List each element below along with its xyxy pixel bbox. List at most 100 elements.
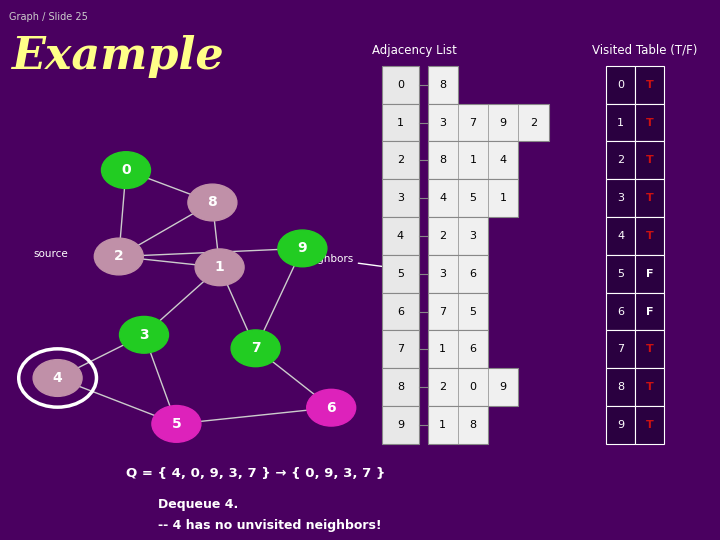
Text: 8: 8 bbox=[439, 156, 446, 165]
Bar bbox=[635, 104, 664, 141]
Text: 9: 9 bbox=[500, 118, 507, 127]
Bar bbox=[635, 66, 664, 104]
Text: 8: 8 bbox=[617, 382, 624, 392]
Text: 9: 9 bbox=[500, 382, 507, 392]
Bar bbox=[635, 179, 664, 217]
Text: 1: 1 bbox=[215, 260, 225, 274]
Bar bbox=[382, 406, 419, 444]
Text: T: T bbox=[646, 420, 653, 430]
Bar bbox=[428, 217, 488, 255]
Text: 1: 1 bbox=[469, 156, 477, 165]
Text: 5: 5 bbox=[617, 269, 624, 279]
Bar bbox=[382, 368, 419, 406]
Bar bbox=[382, 255, 419, 293]
Text: 6: 6 bbox=[469, 345, 477, 354]
Bar bbox=[428, 368, 518, 406]
Text: 0: 0 bbox=[121, 163, 131, 177]
Text: 4: 4 bbox=[500, 156, 507, 165]
Bar bbox=[606, 66, 635, 104]
Bar bbox=[428, 255, 488, 293]
Bar bbox=[382, 330, 419, 368]
Text: 1: 1 bbox=[500, 193, 507, 203]
Text: T: T bbox=[646, 80, 653, 90]
Bar bbox=[606, 179, 635, 217]
Text: 3: 3 bbox=[439, 269, 446, 279]
Circle shape bbox=[278, 230, 327, 267]
Text: 2: 2 bbox=[114, 249, 124, 264]
Bar bbox=[428, 141, 518, 179]
Circle shape bbox=[120, 316, 168, 353]
Bar bbox=[428, 406, 488, 444]
Text: 7: 7 bbox=[251, 341, 261, 355]
Text: 9: 9 bbox=[297, 241, 307, 255]
Text: 2: 2 bbox=[617, 156, 624, 165]
Text: Adjacency List: Adjacency List bbox=[372, 44, 456, 57]
Bar bbox=[382, 66, 419, 104]
Text: 6: 6 bbox=[469, 269, 477, 279]
Text: T: T bbox=[646, 118, 653, 127]
Text: 1: 1 bbox=[617, 118, 624, 127]
Text: 4: 4 bbox=[53, 371, 63, 385]
Text: 7: 7 bbox=[469, 118, 477, 127]
Text: 9: 9 bbox=[397, 420, 404, 430]
Bar bbox=[606, 255, 635, 293]
Text: 6: 6 bbox=[617, 307, 624, 316]
Bar bbox=[635, 293, 664, 330]
Bar bbox=[382, 104, 419, 141]
Bar bbox=[428, 293, 488, 330]
Text: 7: 7 bbox=[439, 307, 446, 316]
Text: 1: 1 bbox=[397, 118, 404, 127]
Bar bbox=[635, 330, 664, 368]
Text: T: T bbox=[646, 382, 653, 392]
Bar bbox=[635, 406, 664, 444]
Text: 2: 2 bbox=[397, 156, 404, 165]
Bar bbox=[382, 217, 419, 255]
Text: 4: 4 bbox=[397, 231, 404, 241]
Bar bbox=[428, 330, 488, 368]
Text: 6: 6 bbox=[397, 307, 404, 316]
Text: 3: 3 bbox=[617, 193, 624, 203]
Text: T: T bbox=[646, 193, 653, 203]
Circle shape bbox=[307, 389, 356, 426]
Bar bbox=[428, 104, 549, 141]
Text: 5: 5 bbox=[171, 417, 181, 431]
Text: Graph / Slide 25: Graph / Slide 25 bbox=[9, 12, 89, 22]
Bar bbox=[382, 179, 419, 217]
Bar bbox=[428, 66, 458, 104]
Text: 3: 3 bbox=[469, 231, 477, 241]
Text: 4: 4 bbox=[617, 231, 624, 241]
Text: 2: 2 bbox=[530, 118, 537, 127]
Bar bbox=[428, 179, 518, 217]
Text: Dequeue 4.: Dequeue 4. bbox=[158, 498, 238, 511]
Bar bbox=[635, 217, 664, 255]
Text: Visited Table (T/F): Visited Table (T/F) bbox=[592, 44, 697, 57]
Bar bbox=[606, 141, 635, 179]
Bar bbox=[635, 255, 664, 293]
Text: 4: 4 bbox=[439, 193, 446, 203]
Bar bbox=[606, 330, 635, 368]
Text: T: T bbox=[646, 156, 653, 165]
Text: 5: 5 bbox=[397, 269, 404, 279]
Circle shape bbox=[102, 152, 150, 188]
Text: T: T bbox=[646, 345, 653, 354]
Text: 5: 5 bbox=[469, 307, 477, 316]
Circle shape bbox=[231, 330, 280, 367]
Text: 8: 8 bbox=[439, 80, 446, 90]
Text: Example: Example bbox=[11, 35, 223, 78]
Bar bbox=[635, 368, 664, 406]
Text: -- 4 has no unvisited neighbors!: -- 4 has no unvisited neighbors! bbox=[158, 519, 382, 532]
Bar bbox=[606, 368, 635, 406]
Text: 7: 7 bbox=[617, 345, 624, 354]
Text: F: F bbox=[646, 307, 653, 316]
Text: 5: 5 bbox=[469, 193, 477, 203]
Text: T: T bbox=[646, 231, 653, 241]
Bar bbox=[606, 406, 635, 444]
Bar bbox=[606, 217, 635, 255]
Text: 0: 0 bbox=[397, 80, 404, 90]
Circle shape bbox=[152, 406, 201, 442]
Text: 3: 3 bbox=[139, 328, 149, 342]
Text: Neighbors: Neighbors bbox=[300, 254, 386, 267]
Text: 2: 2 bbox=[439, 231, 446, 241]
Text: 8: 8 bbox=[469, 420, 477, 430]
Bar bbox=[606, 104, 635, 141]
